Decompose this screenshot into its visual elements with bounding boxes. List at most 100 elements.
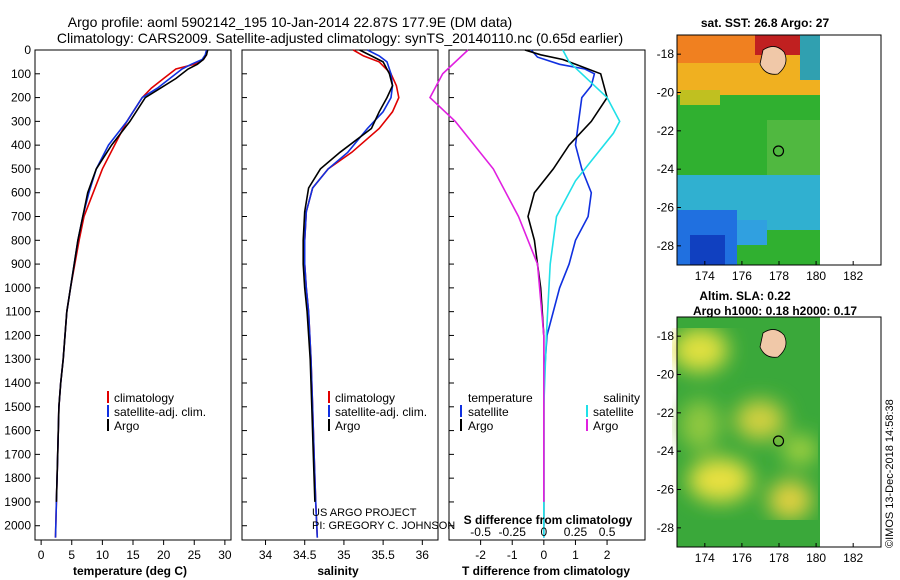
map-y-tick-label: -18 <box>657 47 675 61</box>
depth-tick-label: 800 <box>11 233 31 247</box>
depth-tick-label: 300 <box>11 114 31 128</box>
x2-tick-label: 0.25 <box>564 525 588 539</box>
depth-tick-label: 900 <box>11 257 31 271</box>
map-x-tick-label: 174 <box>695 551 715 565</box>
sst-map-title: sat. SST: 26.8 Argo: 27 <box>701 16 830 30</box>
pi-credit: PI: GREGORY C. JOHNSON <box>312 520 455 532</box>
x-tick-label: -1 <box>507 548 518 562</box>
x-tick-label: 20 <box>157 548 171 562</box>
salinity-legend: climatology satellite-adj. clim. Argo <box>328 391 427 433</box>
map-y-tick-label: -22 <box>657 124 675 138</box>
legend-s-argo: Argo <box>593 419 619 433</box>
x2-tick-label: -0.25 <box>499 525 527 539</box>
series-line-climatology <box>303 49 400 538</box>
difference-legend: temperature satellite Argo salinity sate… <box>460 391 640 433</box>
map-y-tick-label: -24 <box>657 162 675 176</box>
x-tick-label: 5 <box>68 548 75 562</box>
x-tick-label: 15 <box>126 548 140 562</box>
depth-tick-label: 1600 <box>4 424 31 438</box>
island-shape <box>759 329 787 358</box>
depth-tick-label: 2000 <box>4 519 31 533</box>
series-line-climatology <box>54 50 208 538</box>
imos-timestamp: ©IMOS 13-Dec-2018 14:58:38 <box>884 399 896 548</box>
difference-xlabel: T difference from climatology <box>462 564 630 578</box>
map-x-tick-label: 180 <box>806 269 826 283</box>
x-tick-label: 34 <box>259 548 273 562</box>
map-x-tick-label: 182 <box>843 269 863 283</box>
map-x-tick-label: 178 <box>769 551 789 565</box>
x-tick-label: 25 <box>188 548 202 562</box>
depth-tick-label: 500 <box>11 162 31 176</box>
island-shape <box>759 46 787 75</box>
map-y-tick-label: -28 <box>657 521 675 535</box>
series-line-satellite-adj-clim- <box>303 49 394 538</box>
series-line-t-argo <box>524 49 608 526</box>
legend-satellite-adj: satellite-adj. clim. <box>335 405 427 419</box>
x-tick-label: 0 <box>540 548 547 562</box>
depth-tick-label: 400 <box>11 138 31 152</box>
x-tick-label: 36 <box>416 548 430 562</box>
difference-panel-frame <box>448 49 646 541</box>
x-tick-label: 0 <box>38 548 45 562</box>
project-credit: US ARGO PROJECT <box>312 507 417 519</box>
depth-tick-label: 1800 <box>4 471 31 485</box>
depth-tick-label: 0 <box>24 43 31 57</box>
x-tick-label: 1 <box>572 548 579 562</box>
map-x-tick-label: 174 <box>695 269 715 283</box>
map-x-tick-label: 180 <box>806 551 826 565</box>
map-y-tick-label: -22 <box>657 406 675 420</box>
map-x-tick-label: 176 <box>732 551 752 565</box>
axis-ticks: 0 5 10 15 20 25 30 34 34.5 35 35.5 36 -2 -1 0 1 2 -0.5 -0.… <box>4 43 615 562</box>
legend-argo: Argo <box>114 419 140 433</box>
x-tick-label: 35.5 <box>371 548 395 562</box>
legend-climatology: climatology <box>335 391 395 405</box>
legend-t-satellite: satellite <box>468 405 509 419</box>
map-y-tick-label: -26 <box>657 483 675 497</box>
series-line-argo <box>55 49 209 502</box>
salinity-xlabel: salinity <box>317 564 359 578</box>
depth-tick-label: 1000 <box>4 281 31 295</box>
temperature-legend: climatology satellite-adj. clim. Argo <box>107 391 206 433</box>
legend-satellite-adj: satellite-adj. clim. <box>114 405 206 419</box>
sla-map-ticks: 174 176 178 180 182 -18 -20 -22 -24 -26 -28 <box>657 329 864 565</box>
temperature-series <box>54 49 209 538</box>
argo-float-marker <box>772 145 785 157</box>
x-tick-label: 30 <box>218 548 232 562</box>
salinity-series <box>302 49 400 538</box>
depth-tick-label: 100 <box>11 67 31 81</box>
map-y-tick-label: -20 <box>657 368 675 382</box>
depth-tick-label: 1900 <box>4 495 31 509</box>
sst-map-ticks: 174 176 178 180 182 -18 -20 -22 -24 -26 -28 <box>657 47 864 283</box>
sla-map-title-line2: Argo h1000: 0.18 h2000: 0.17 <box>693 304 857 318</box>
series-line-argo <box>302 49 394 502</box>
difference-x2label: S difference from climatology <box>464 513 633 527</box>
map-y-tick-label: -26 <box>657 201 675 215</box>
sla-map <box>672 316 882 548</box>
depth-tick-label: 700 <box>11 210 31 224</box>
x-tick-label: 34.5 <box>293 548 317 562</box>
depth-tick-label: 1700 <box>4 447 31 461</box>
argo-float-marker <box>772 435 785 447</box>
x2-tick-label: -0.5 <box>470 525 491 539</box>
depth-tick-label: 1400 <box>4 376 31 390</box>
legend-t-argo: Argo <box>468 419 494 433</box>
x-tick-label: 10 <box>96 548 110 562</box>
temperature-xlabel: temperature (deg C) <box>73 564 187 578</box>
map-x-tick-label: 178 <box>769 269 789 283</box>
map-y-tick-label: -28 <box>657 239 675 253</box>
depth-tick-label: 1100 <box>5 305 31 319</box>
map-y-tick-label: -24 <box>657 444 675 458</box>
series-line-s-argo <box>429 49 545 502</box>
depth-tick-label: 1500 <box>4 400 31 414</box>
x-tick-label: 35 <box>337 548 351 562</box>
sst-map <box>676 34 882 266</box>
x-tick-label: -2 <box>475 548 486 562</box>
legend-temperature-title: temperature <box>468 391 533 405</box>
figure-title-line2: Climatology: CARS2009. Satellite-adjuste… <box>57 30 623 46</box>
depth-tick-label: 200 <box>11 91 31 105</box>
series-line-s-satellite <box>542 49 621 538</box>
map-x-tick-label: 182 <box>843 551 863 565</box>
legend-s-satellite: satellite <box>593 405 634 419</box>
salinity-panel-frame <box>241 49 439 541</box>
